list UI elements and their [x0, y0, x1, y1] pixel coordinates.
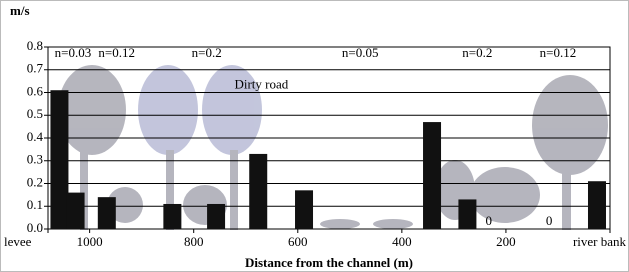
x-tick-label: 200: [496, 234, 516, 249]
y-tick-label: 0.0: [27, 220, 43, 235]
y-tick-label: 0.1: [27, 197, 43, 212]
bar: [207, 204, 225, 229]
bar: [50, 90, 68, 229]
bar: [163, 204, 181, 229]
annotation: n=0.12: [540, 45, 577, 60]
annotation: n=0.05: [342, 45, 379, 60]
y-tick-label: 0.5: [27, 106, 43, 121]
bar: [588, 181, 606, 229]
x-tick-label: river bank: [573, 234, 627, 249]
bar: [98, 197, 116, 229]
annotation: n=0.2: [462, 45, 492, 60]
x-tick-label: 800: [184, 234, 204, 249]
annotation: n=0.12: [98, 45, 135, 60]
page: {"chart_data": {"type": "bar", "y_label"…: [0, 0, 629, 272]
y-tick-label: 0.7: [27, 61, 44, 76]
annotation: 0: [546, 213, 553, 228]
y-tick-label: 0.2: [27, 174, 43, 189]
annotation: Dirty road: [234, 77, 288, 92]
x-tick-label: 600: [288, 234, 308, 249]
y-tick-label: 0.6: [27, 83, 44, 98]
bar: [295, 190, 313, 229]
y-tick-label: 0.4: [27, 129, 44, 144]
annotation: 0: [486, 213, 493, 228]
x-axis-label: Distance from the channel (m): [245, 255, 413, 270]
x-tick-label: levee: [4, 234, 32, 249]
annotation: n=0.03: [55, 45, 92, 60]
annotation: n=0.2: [192, 45, 222, 60]
bar: [423, 122, 441, 229]
y-axis-label: m/s: [10, 3, 30, 18]
x-tick-label: 1000: [77, 234, 103, 249]
y-tick-label: 0.3: [27, 152, 43, 167]
bar: [458, 199, 476, 229]
x-tick-label: 400: [392, 234, 412, 249]
chart: m/s Distance from the channel (m) 0.0 0.1…: [0, 0, 629, 272]
bar: [67, 193, 85, 229]
bar: [249, 154, 267, 229]
y-tick-label: 0.8: [27, 38, 43, 53]
